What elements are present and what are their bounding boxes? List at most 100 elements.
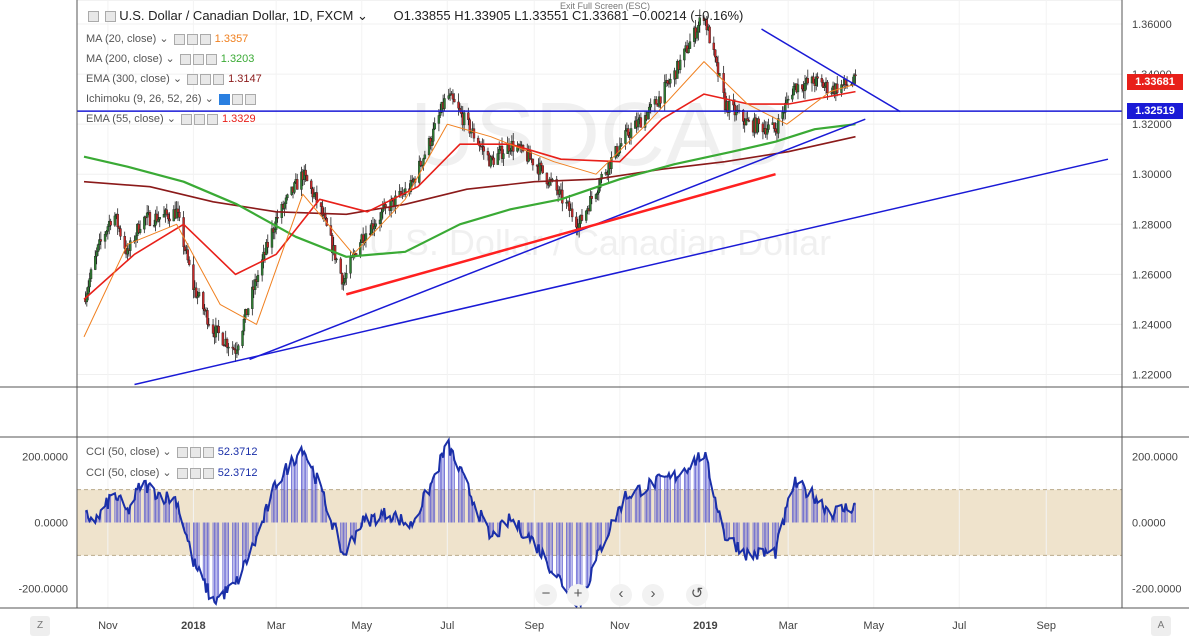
chevron-down-icon[interactable]: ⌄ (162, 53, 178, 65)
scroll-right-button[interactable]: › (642, 584, 664, 606)
settings-icon[interactable] (189, 446, 201, 458)
visibility-icon[interactable] (180, 113, 192, 125)
visibility-icon[interactable] (179, 53, 191, 65)
candle-body (695, 31, 699, 39)
chevron-down-icon[interactable]: ⌄ (156, 33, 172, 45)
indicator-legend-row[interactable]: MA (200, close) ⌄ 1.3203 (86, 52, 254, 65)
visibility-icon[interactable] (187, 73, 199, 85)
last-price-label: 1.33681 (1127, 74, 1183, 91)
chevron-down-icon[interactable]: ⌄ (169, 73, 186, 85)
time-tick-label: Sep (1036, 620, 1056, 632)
indicator-value: 1.3357 (214, 33, 249, 45)
price-tick-label: 1.36000 (1132, 19, 1172, 31)
candle-body (796, 84, 800, 93)
candle-body (207, 324, 211, 326)
remove-icon[interactable] (213, 73, 225, 85)
reset-chart-button[interactable]: ↺ (686, 584, 708, 606)
zoom-toggle-z[interactable]: Z (30, 616, 50, 636)
settings-icon[interactable] (186, 33, 198, 45)
chart-header: U.S. Dollar / Canadian Dollar, 1D, FXCM … (86, 8, 743, 24)
candle-body (792, 86, 795, 96)
candle-body (735, 109, 738, 116)
indicator-legend-row[interactable]: EMA (55, close) ⌄ 1.3329 (86, 112, 256, 125)
chevron-down-icon[interactable]: ⌄ (163, 113, 179, 125)
candle-body (649, 104, 652, 108)
exit-fullscreen-hint[interactable]: Exit Full Screen (ESC) (560, 1, 651, 11)
collapse-icon[interactable] (88, 11, 99, 23)
indicator-legend-row[interactable]: MA (20, close) ⌄ 1.3357 (86, 32, 248, 45)
time-tick-label: Mar (779, 620, 798, 632)
remove-icon[interactable] (205, 53, 217, 65)
settings-icon[interactable] (193, 113, 205, 125)
candle-body (182, 217, 185, 248)
symbol-title[interactable]: U.S. Dollar / Canadian Dollar, 1D, FXCM (119, 8, 354, 23)
candle-body (462, 112, 466, 126)
remove-icon[interactable] (202, 467, 214, 479)
candle-body (361, 234, 365, 243)
candle-body (698, 17, 701, 26)
candle-body (570, 208, 574, 218)
remove-icon[interactable] (202, 446, 214, 458)
candle-body (432, 128, 435, 142)
candle-body (541, 165, 544, 174)
candle-body (304, 169, 307, 176)
indicator-legend-row[interactable]: EMA (300, close) ⌄ 1.3147 (86, 72, 262, 85)
remove-icon[interactable] (244, 93, 256, 105)
ema55-line (83, 90, 856, 300)
chevron-down-icon[interactable]: ⌄ (159, 446, 175, 458)
candle-body (472, 128, 476, 139)
candle-body (274, 217, 278, 230)
candle-body (800, 84, 804, 90)
candle-body (610, 157, 613, 169)
visibility-icon[interactable] (176, 467, 188, 479)
visibility-icon[interactable] (173, 33, 185, 45)
candle-body (329, 225, 333, 236)
visibility-icon[interactable] (218, 93, 230, 105)
candle-body (423, 154, 427, 159)
settings-icon[interactable] (231, 93, 243, 105)
candle-body (374, 223, 377, 227)
candle-body (157, 218, 160, 222)
cci-label: CCI (50, close) (86, 446, 160, 458)
settings-icon[interactable] (200, 73, 212, 85)
cci-value: 52.3712 (217, 446, 258, 458)
candle-body (617, 152, 620, 156)
chevron-down-icon[interactable]: ⌄ (159, 467, 175, 479)
candle-body (469, 131, 473, 134)
indicator-label: EMA (300, close) (86, 73, 170, 85)
settings-icon[interactable] (189, 467, 201, 479)
visibility-icon[interactable] (176, 446, 188, 458)
candle-body (270, 228, 274, 248)
remove-icon[interactable] (199, 33, 211, 45)
candle-body (319, 202, 323, 207)
candle-body (203, 308, 206, 312)
candle-body (590, 196, 593, 199)
visibility-icon[interactable] (104, 11, 116, 23)
auto-scale-a[interactable]: A (1151, 616, 1171, 636)
candle-body (94, 256, 97, 270)
settings-icon[interactable] (192, 53, 204, 65)
indicator-value: 1.3329 (221, 113, 256, 125)
candle-body (260, 259, 264, 276)
cci-legend-row[interactable]: CCI (50, close) ⌄ 52.3712 (86, 445, 257, 458)
candle-body (117, 226, 121, 229)
candle-body (803, 83, 807, 92)
cci-tick-label: -200.0000 (1132, 583, 1182, 595)
candle-body (265, 241, 268, 255)
cci-label: CCI (50, close) (86, 467, 160, 479)
zoom-in-button[interactable]: + (567, 584, 589, 606)
candle-body (211, 324, 215, 334)
chevron-down-icon[interactable]: ⌄ (201, 93, 217, 105)
zoom-out-button[interactable]: − (535, 584, 557, 606)
indicator-legend-row[interactable]: Ichimoku (9, 26, 52, 26) ⌄ (86, 92, 256, 105)
cci-legend-row[interactable]: CCI (50, close) ⌄ 52.3712 (86, 466, 257, 479)
chevron-down-icon[interactable]: ⌄ (356, 8, 368, 23)
candle-body (757, 118, 760, 125)
candle-body (781, 112, 784, 119)
remove-icon[interactable] (206, 113, 218, 125)
indicator-label: MA (20, close) (86, 33, 157, 45)
scroll-left-button[interactable]: ‹ (610, 584, 632, 606)
candle-body (708, 26, 711, 44)
candle-body (597, 187, 600, 194)
